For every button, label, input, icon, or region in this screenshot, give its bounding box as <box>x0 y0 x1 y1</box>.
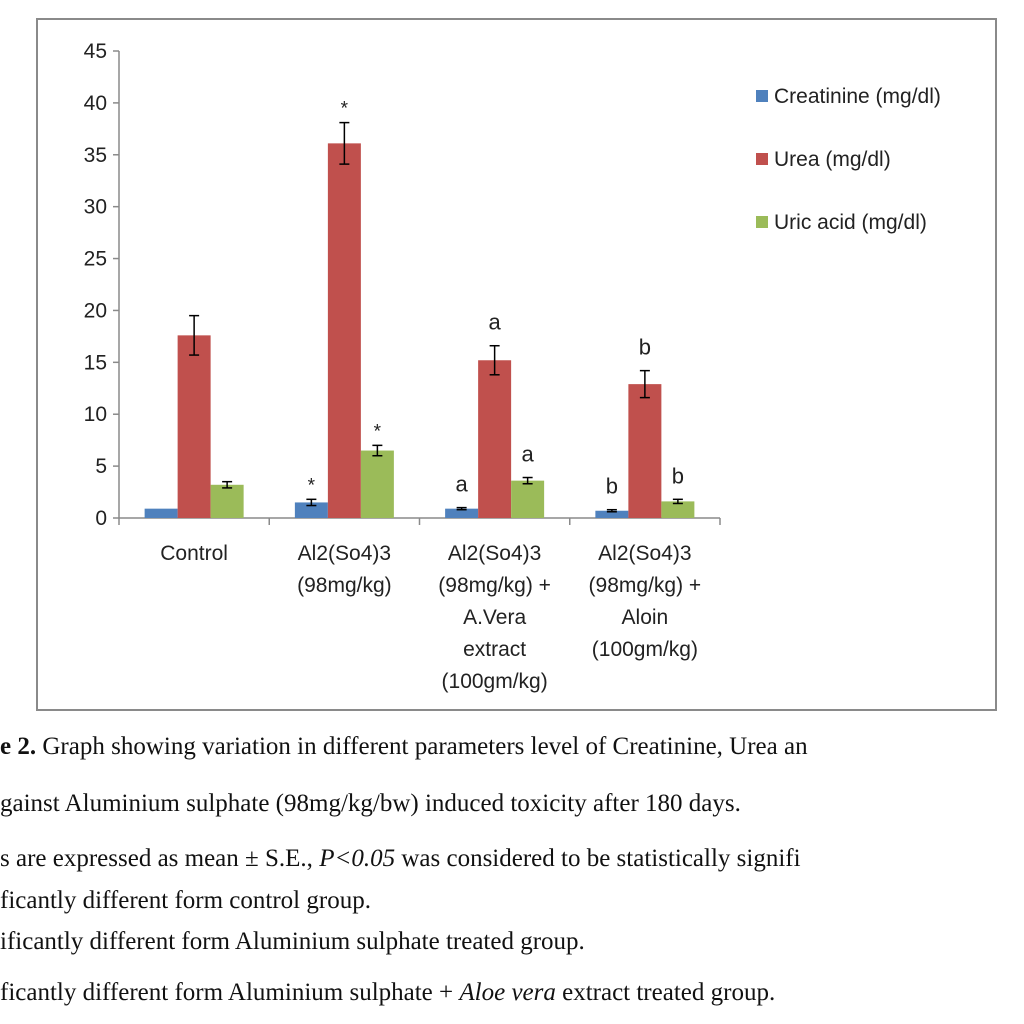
y-tick-label: 0 <box>95 507 107 530</box>
chart-frame: 0 5 10 15 20 25 30 35 40 45 Control Al2(So4)3 (98mg/… <box>36 18 997 711</box>
y-tick-label: 10 <box>84 403 107 426</box>
significance-label: * <box>308 475 316 496</box>
y-tick-label: 30 <box>84 196 107 219</box>
figure-caption-line-1: e 2. Graph showing variation in differen… <box>0 733 1024 761</box>
bar-chart: 0 5 10 15 20 25 30 35 40 45 Control Al2(So4)3 (98mg/… <box>84 40 941 693</box>
caption-title-text: Graph showing variation in different par… <box>36 733 808 760</box>
significance-label: b <box>672 463 684 488</box>
y-tick-label: 40 <box>84 92 107 115</box>
bar <box>478 360 512 518</box>
x-tick-label-line: (98mg/kg) + <box>438 574 551 597</box>
significance-label: * <box>374 421 382 442</box>
x-tick-label-line: Control <box>160 542 228 565</box>
legend-swatch <box>756 90 768 102</box>
x-tick-label-line: (98mg/kg) <box>297 574 392 597</box>
x-tick-label: Control <box>160 542 228 565</box>
x-tick-label-line: Al2(So4)3 <box>298 542 391 565</box>
x-tick-label-line: (100gm/kg) <box>592 638 698 661</box>
x-tick-label-line: extract <box>463 638 526 661</box>
significance-label: * <box>341 99 349 120</box>
caption-p-value: P<0.05 <box>319 845 396 872</box>
bar <box>628 384 662 518</box>
legend-label: Urea (mg/dl) <box>774 148 891 171</box>
significance-label: a <box>489 310 502 335</box>
y-tick-label: 20 <box>84 299 107 322</box>
significance-label: a <box>522 442 535 467</box>
y-tick-label: 5 <box>95 455 107 478</box>
legend-label: Uric acid (mg/dl) <box>774 211 927 234</box>
x-tick-label-line: Aloin <box>622 606 669 629</box>
bar <box>661 501 695 518</box>
caption-footnote-pre: ficantly different form Aluminium sulpha… <box>0 979 460 1006</box>
x-tick-label-line: Al2(So4)3 <box>448 542 541 565</box>
significance-label: b <box>639 335 651 360</box>
y-tick-label: 45 <box>84 40 107 63</box>
x-tick-label-line: Al2(So4)3 <box>598 542 691 565</box>
y-tick-label: 35 <box>84 144 107 167</box>
x-tick-label-line: (100gm/kg) <box>442 670 548 693</box>
x-tick-label-line: A.Vera <box>463 606 526 629</box>
bar <box>144 508 178 518</box>
figure-caption-line-5: ificantly different form Aluminium sulph… <box>0 928 585 955</box>
legend-label: Creatinine (mg/dl) <box>774 85 941 108</box>
caption-stat-pre: s are expressed as mean ± S.E., <box>0 845 320 872</box>
legend-swatch <box>756 216 768 228</box>
figure-number: e 2. <box>0 733 37 760</box>
y-tick-label: 15 <box>84 351 107 374</box>
caption-stat-post: was considered to be statistically signi… <box>395 845 801 872</box>
x-tick-label-line: (98mg/kg) + <box>589 574 702 597</box>
figure-caption-line-4: ficantly different form control group. <box>0 887 371 914</box>
y-tick-label: 25 <box>84 248 107 271</box>
bar <box>294 502 328 518</box>
bar <box>445 508 479 518</box>
significance-label: a <box>456 472 469 497</box>
legend-swatch <box>756 153 768 165</box>
figure-caption-line-3: s are expressed as mean ± S.E., P<0.05 w… <box>0 845 1024 873</box>
bar <box>595 510 629 518</box>
bar <box>511 480 545 518</box>
figure-caption-line-2: gainst Aluminium sulphate (98mg/kg/bw) i… <box>0 790 741 817</box>
x-tick-label: Al2(So4)3 (98mg/kg) <box>297 542 392 597</box>
bar <box>360 450 394 518</box>
x-tick-label: Al2(So4)3 (98mg/kg) + Aloin (100gm/kg) <box>589 542 702 661</box>
bar <box>210 484 244 518</box>
x-tick-label: Al2(So4)3 (98mg/kg) + A.Vera extract (100gm/… <box>438 542 551 693</box>
caption-aloe-vera: Aloe vera <box>459 979 556 1006</box>
caption-footnote-post: extract treated group. <box>555 979 776 1006</box>
bar <box>327 143 361 518</box>
bar <box>177 335 211 518</box>
figure-caption-line-6: ficantly different form Aluminium sulpha… <box>0 979 1024 1007</box>
significance-label: b <box>606 474 618 499</box>
